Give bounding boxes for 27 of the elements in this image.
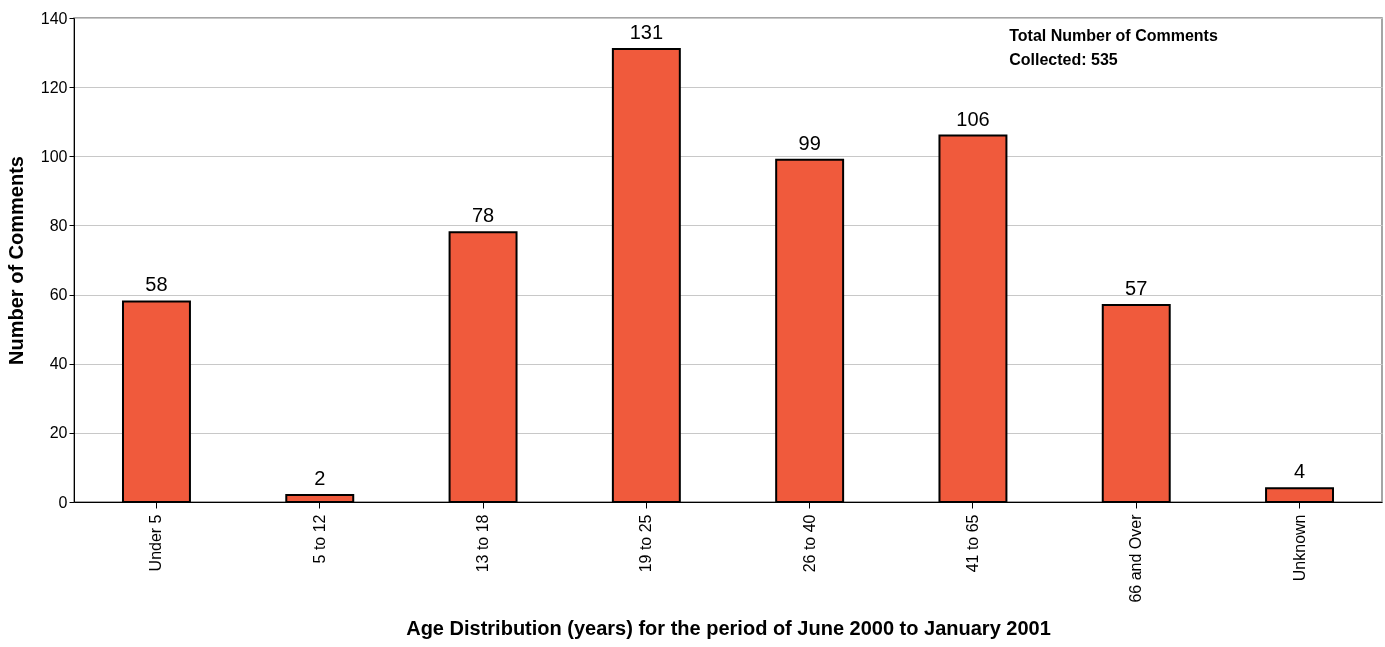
data-label: 78	[471, 204, 495, 227]
y-tick-label: 100	[40, 147, 68, 165]
x-tick-label: 26 to 40	[800, 514, 818, 573]
x-tick-label: 13 to 18	[474, 514, 492, 573]
x-tick-label: 41 to 65	[963, 514, 981, 573]
data-label: 4	[1293, 460, 1306, 483]
y-axis-title: Number of Comments	[4, 156, 27, 365]
data-label: 58	[145, 273, 168, 296]
data-label: 106	[956, 107, 990, 130]
data-label: 2	[314, 467, 326, 490]
data-label: 57	[1125, 276, 1148, 299]
y-tick-label: 0	[58, 493, 68, 511]
x-tick-label: Under 5	[147, 514, 165, 572]
y-tick-label: 60	[49, 286, 68, 304]
x-tick-label: 5 to 12	[310, 514, 328, 564]
data-label: 99	[798, 131, 821, 154]
x-tick-label: Unknown	[1290, 514, 1308, 582]
x-tick-label: 19 to 25	[637, 514, 655, 573]
x-axis-title: Age Distribution (years) for the period of June 2000 to January 2001	[406, 616, 1051, 639]
y-tick-label: 120	[40, 78, 68, 96]
y-tick-label: 140	[40, 9, 68, 27]
y-tick-label: 20	[49, 424, 68, 442]
x-tick-label: 66 and Over	[1127, 513, 1145, 603]
y-tick-label: 40	[49, 355, 68, 373]
y-tick-label: 80	[49, 216, 68, 234]
data-label: 131	[629, 21, 664, 44]
annotation: Total Number of Comments Collected: 535	[1009, 27, 1218, 68]
